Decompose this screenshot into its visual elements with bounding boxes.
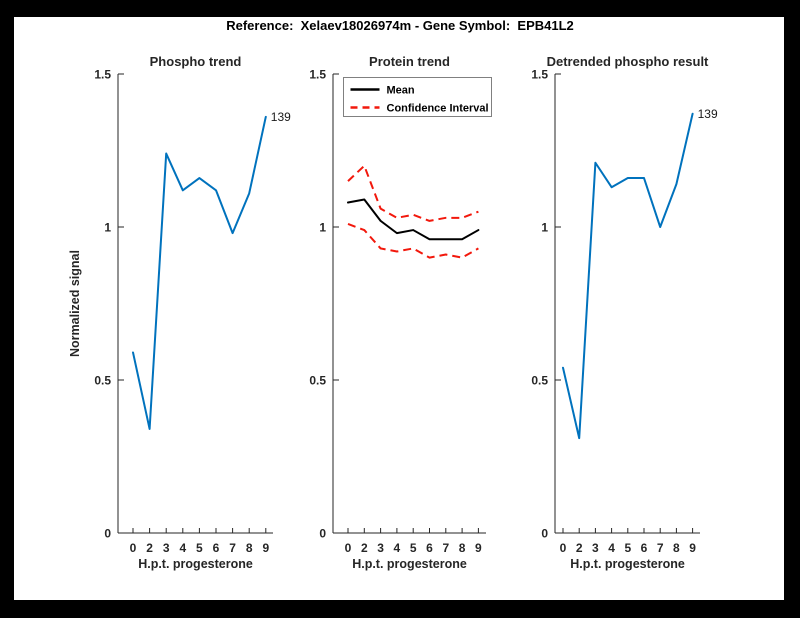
y-tick-label: 0 (319, 527, 326, 541)
x-tick-label: 5 (196, 541, 203, 555)
legend-box (343, 77, 492, 117)
x-axis-label: H.p.t. progesterone (570, 557, 685, 571)
x-tick-label: 2 (146, 541, 153, 555)
x-tick-label: 9 (262, 541, 269, 555)
x-axis-label: H.p.t. progesterone (352, 557, 467, 571)
y-tick-label: 0 (104, 527, 111, 541)
figure-title: Reference: Xelaev18026974m - Gene Symbol… (226, 18, 574, 33)
x-tick-label: 6 (641, 541, 648, 555)
legend-entry-label: Mean (387, 85, 415, 97)
y-tick-label: 0.5 (94, 374, 111, 388)
x-tick-label: 2 (361, 541, 368, 555)
series-line-detrended-phospho-signal (562, 112, 694, 440)
x-tick-label: 7 (229, 541, 236, 555)
x-tick-label: 8 (459, 541, 466, 555)
x-tick-label: 6 (426, 541, 433, 555)
x-tick-label: 4 (179, 541, 186, 555)
series-line-confidence-interval-lower (347, 223, 479, 259)
legend: Mean Confidence Interval (343, 77, 492, 117)
x-tick-label: 0 (560, 541, 567, 555)
y-tick-label: 1 (104, 221, 111, 235)
series-line-confidence-interval-upper (347, 164, 479, 222)
y-tick-label: 0 (541, 527, 548, 541)
x-tick-label: 7 (657, 541, 664, 555)
x-tick-label: 5 (624, 541, 631, 555)
x-tick-label: 5 (410, 541, 417, 555)
x-tick-label: 2 (576, 541, 583, 555)
x-tick-label: 0 (130, 541, 137, 555)
y-tick-label: 1 (319, 221, 326, 235)
last-point-annotation: 139 (698, 107, 718, 121)
y-tick-label: 0.5 (309, 374, 326, 388)
x-tick-label: 3 (377, 541, 384, 555)
legend-entry-label: Confidence Interval (387, 103, 489, 115)
y-tick-label: 1 (541, 221, 548, 235)
x-tick-label: 3 (163, 541, 170, 555)
x-axis-label: H.p.t. progesterone (138, 557, 253, 571)
y-tick-label: 1.5 (309, 68, 326, 82)
y-axis-label: Normalized signal (68, 250, 82, 357)
y-tick-label: 0.5 (531, 374, 548, 388)
x-tick-label: 4 (608, 541, 615, 555)
x-tick-label: 7 (442, 541, 449, 555)
y-tick-label: 1.5 (94, 68, 111, 82)
x-tick-label: 8 (246, 541, 253, 555)
x-tick-label: 8 (673, 541, 680, 555)
series-line-phospho-signal (132, 115, 267, 430)
subplot-title: Protein trend (369, 54, 450, 69)
x-tick-label: 4 (394, 541, 401, 555)
last-point-annotation: 139 (271, 110, 291, 124)
x-tick-label: 9 (475, 541, 482, 555)
series-line-mean (347, 198, 480, 241)
x-tick-label: 6 (213, 541, 220, 555)
x-tick-label: 9 (689, 541, 696, 555)
subplot-title: Phospho trend (150, 54, 242, 69)
x-tick-label: 0 (345, 541, 352, 555)
subplot-title: Detrended phospho result (547, 54, 709, 69)
y-tick-label: 1.5 (531, 68, 548, 82)
x-tick-label: 3 (592, 541, 599, 555)
